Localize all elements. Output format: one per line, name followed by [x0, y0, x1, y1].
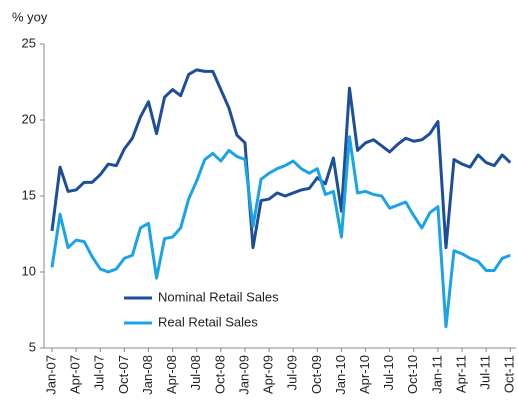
- x-tick-label: Jan-11: [429, 355, 444, 394]
- x-tick-label: Oct-10: [405, 355, 420, 394]
- y-tick-label: 20: [22, 111, 36, 126]
- x-tick-label: Jan-07: [43, 355, 58, 395]
- y-tick-label: 25: [22, 35, 36, 50]
- x-tick-label: Jul-09: [285, 355, 300, 390]
- x-tick-label: Oct-08: [212, 355, 227, 394]
- x-tick-label: Apr-09: [261, 355, 276, 394]
- legend-label: Real Retail Sales: [158, 314, 258, 329]
- series-line: [50, 68, 512, 250]
- x-tick-label: Jan-08: [140, 355, 155, 395]
- x-tick-label: Apr-08: [164, 355, 179, 394]
- x-tick-label: Apr-11: [453, 355, 468, 393]
- y-tick-label: 10: [22, 263, 36, 278]
- x-tick-label: Oct-09: [309, 355, 324, 394]
- y-tick-label: 5: [29, 339, 36, 354]
- x-tick-label: Oct-07: [116, 355, 131, 394]
- y-tick-label: 15: [22, 187, 36, 202]
- x-tick-label: Jul-11: [478, 355, 493, 389]
- x-tick-label: Jan-09: [236, 355, 251, 395]
- x-tick-label: Jul-08: [188, 355, 203, 390]
- x-tick-label: Jul-10: [381, 355, 396, 390]
- x-tick-label: Apr-10: [357, 355, 372, 394]
- series-line: [50, 135, 511, 329]
- x-tick-label: Oct-11: [502, 355, 517, 393]
- y-axis-label: % yoy: [12, 9, 48, 24]
- legend-label: Nominal Retail Sales: [158, 289, 279, 304]
- x-tick-label: Jul-07: [92, 355, 107, 390]
- x-tick-label: Apr-07: [68, 355, 83, 394]
- x-tick-label: Jan-10: [333, 355, 348, 395]
